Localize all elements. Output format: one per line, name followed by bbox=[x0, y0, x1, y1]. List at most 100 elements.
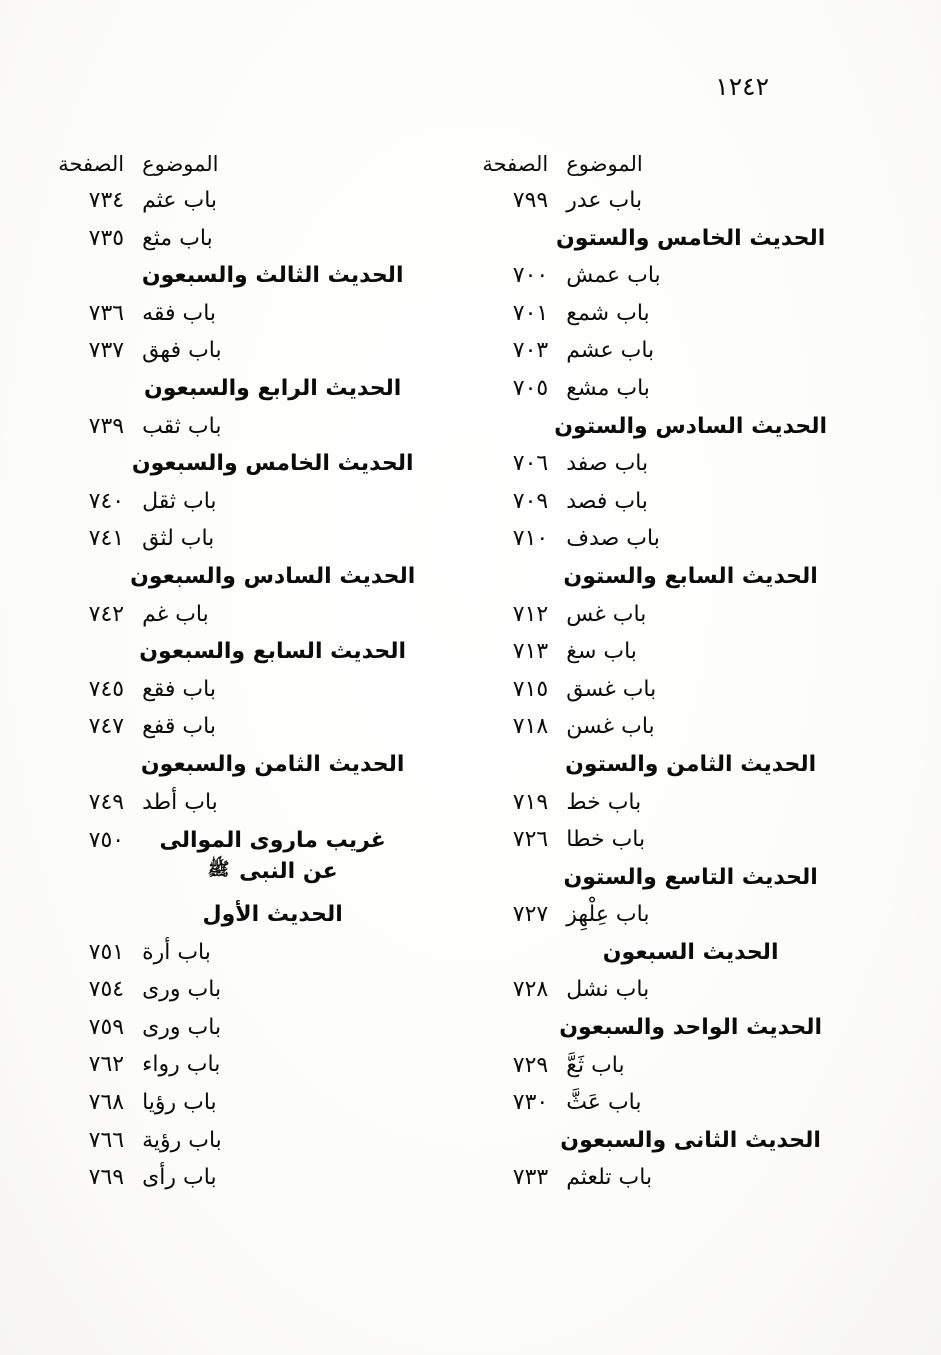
index-section-heading: الحديث السادس والسبعون bbox=[12, 562, 433, 600]
page-number: ٧٥٩ bbox=[88, 1014, 125, 1040]
index-entry-row: باب ثقل ٧٤٠ bbox=[12, 487, 433, 525]
header-subject-label: الموضوع bbox=[566, 152, 643, 176]
heading-text: الحديث الثالث والسبعون bbox=[141, 263, 404, 289]
entry-subject: باب ثَعَّ bbox=[566, 1052, 625, 1078]
page-number: ٧٦٨ bbox=[88, 1090, 125, 1116]
page-number: ٧٤٠ bbox=[88, 488, 125, 514]
index-section-heading: الحديث السادس والستون bbox=[436, 412, 845, 450]
page-number: ٧٢٩ bbox=[512, 1052, 549, 1078]
index-entry-row: باب عشم ٧٠٣ bbox=[436, 336, 845, 374]
entry-subject: باب فقه bbox=[142, 300, 217, 326]
page-number: ٧٢٨ bbox=[512, 977, 549, 1003]
index-entry-row: باب مشع ٧٠٥ bbox=[436, 374, 845, 412]
page-number: ٧٠٦ bbox=[512, 451, 549, 477]
entry-subject: باب ثقل bbox=[142, 488, 217, 514]
index-entry-row: باب عثم ٧٣٤ bbox=[12, 186, 433, 224]
entry-subject: باب مشع bbox=[566, 375, 650, 401]
heading-text: الحديث الثانى والسبعون bbox=[560, 1127, 821, 1153]
page-number: ٧٢٧ bbox=[512, 902, 549, 928]
entry-subject: باب خطا bbox=[566, 827, 646, 853]
heading-text: الحديث السابع والستون bbox=[563, 563, 818, 589]
page-number: ٧٣٥ bbox=[88, 225, 125, 251]
heading-text: الحديث الثامن والسبعون bbox=[140, 751, 405, 777]
entry-subject: باب شمع bbox=[566, 300, 650, 326]
entry-subject: باب سغ bbox=[566, 639, 637, 665]
page-number: ٧٦٩ bbox=[88, 1165, 125, 1191]
heading-text: الحديث السادس والستون bbox=[554, 413, 827, 439]
index-section-heading: الحديث التاسع والستون bbox=[436, 863, 845, 901]
index-entry-row: باب شمع ٧٠١ bbox=[436, 299, 845, 337]
index-entry-row: باب عدر ٧٩٩ bbox=[436, 186, 845, 224]
index-entry-row: باب قفع ٧٤٧ bbox=[12, 712, 433, 750]
page-number: ٧٢٦ bbox=[512, 827, 549, 853]
page-number: ٧٤١ bbox=[88, 526, 125, 552]
heading-text: الحديث الخامس والسبعون bbox=[131, 451, 414, 477]
heading-line-2-text: عن النبى bbox=[239, 859, 338, 885]
index-section-heading: الحديث السابع والسبعون bbox=[12, 637, 433, 675]
entry-subject: باب غسن bbox=[566, 714, 655, 740]
index-entry-row: باب ثَعَّ ٧٢٩ bbox=[436, 1051, 845, 1089]
index-section-heading: غريب ماروى الموالى عن النبى ﷺ ٧٥٠ bbox=[12, 825, 433, 900]
entry-subject: باب رؤية bbox=[142, 1127, 222, 1153]
page-number: ٧٠٥ bbox=[512, 375, 549, 401]
column-header: الموضوع الصفحة bbox=[12, 152, 433, 186]
index-entry-row: باب ورى ٧٥٩ bbox=[12, 1013, 433, 1051]
page-number: ٧١٩ bbox=[512, 789, 549, 815]
page-number: ٧٣٠ bbox=[512, 1090, 549, 1116]
entry-subject: باب غم bbox=[142, 601, 209, 627]
page-number: ٧٦٢ bbox=[88, 1052, 125, 1078]
index-entry-row: باب سغ ٧١٣ bbox=[436, 637, 845, 675]
page-number: ٧١٥ bbox=[512, 676, 549, 702]
heading-line-1: غريب ماروى الموالى bbox=[159, 828, 386, 854]
index-section-heading: الحديث الثالث والسبعون bbox=[12, 261, 433, 299]
entry-subject: باب فصد bbox=[566, 488, 648, 514]
entry-subject: باب ورى bbox=[142, 1014, 222, 1040]
index-entry-row: باب رؤيا ٧٦٨ bbox=[12, 1088, 433, 1126]
entry-subject: باب غسق bbox=[566, 676, 657, 702]
index-columns: الموضوع الصفحة باب عدر ٧٩٩ الحديث الخامس وال… bbox=[58, 152, 845, 1201]
salutation-ligature-icon: ﷺ bbox=[207, 859, 230, 881]
index-section-heading: الحديث الخامس والسبعون bbox=[12, 449, 433, 487]
entry-subject: باب غس bbox=[566, 601, 647, 627]
heading-text: الحديث التاسع والستون bbox=[563, 864, 818, 890]
heading-text: الحديث الخامس والستون bbox=[555, 225, 826, 251]
index-entry-row: باب عِلْهِز ٧٢٧ bbox=[436, 900, 845, 938]
page-number: ٧٣٧ bbox=[88, 338, 125, 364]
page-number: ٧٣٦ bbox=[88, 300, 125, 326]
index-entry-row: باب رؤية ٧٦٦ bbox=[12, 1126, 433, 1164]
heading-text: الحديث السادس والسبعون bbox=[130, 563, 416, 589]
page-number: ٧٣٩ bbox=[88, 413, 125, 439]
page-number: ٧٣٣ bbox=[512, 1165, 549, 1191]
heading-text: غريب ماروى الموالى عن النبى ﷺ bbox=[130, 825, 433, 887]
page-number: ٧٤٥ bbox=[88, 676, 125, 702]
page-number: ٧٦٦ bbox=[88, 1127, 125, 1153]
index-entry-row: باب ورى ٧٥٤ bbox=[12, 975, 433, 1013]
page-number: ٧١٨ bbox=[512, 714, 549, 740]
index-entry-row: باب تلعثم ٧٣٣ bbox=[436, 1163, 845, 1201]
entry-subject: باب أطد bbox=[142, 789, 218, 815]
entry-subject: باب عثم bbox=[142, 188, 218, 213]
index-section-heading: الحديث السبعون bbox=[436, 938, 845, 976]
entry-subject: باب ثقب bbox=[142, 413, 222, 439]
index-entry-row: باب رواء ٧٦٢ bbox=[12, 1050, 433, 1088]
entry-subject: باب عَثَّ bbox=[566, 1090, 642, 1116]
entry-subject: باب عدر bbox=[566, 188, 643, 213]
index-section-heading: الحديث الثامن والستون bbox=[436, 750, 845, 788]
index-section-heading: الحديث السابع والستون bbox=[436, 562, 845, 600]
index-entry-row: باب فقه ٧٣٦ bbox=[12, 299, 433, 337]
left-column: الموضوع الصفحة باب عثم ٧٣٤ باب مثع ٧٣٥ الحديث … bbox=[12, 152, 433, 1201]
entry-subject: باب خط bbox=[566, 789, 642, 815]
index-entry-row: باب عمش ٧٠٠ bbox=[436, 261, 845, 299]
index-entry-row: باب صدف ٧١٠ bbox=[436, 524, 845, 562]
page-number: ٧٠٠ bbox=[512, 263, 549, 289]
index-section-heading: الحديث الأول bbox=[12, 900, 433, 938]
entry-subject: باب فقع bbox=[142, 676, 216, 702]
entry-subject: باب صدف bbox=[566, 526, 660, 552]
header-page-label: الصفحة bbox=[58, 152, 125, 176]
page-number: ٧٤٧ bbox=[88, 714, 125, 740]
index-section-heading: الحديث الواحد والسبعون bbox=[436, 1013, 845, 1051]
entry-subject: باب لثق bbox=[142, 526, 215, 552]
index-section-heading: الحديث الثانى والسبعون bbox=[436, 1126, 845, 1164]
entry-subject: باب تلعثم bbox=[566, 1165, 653, 1191]
